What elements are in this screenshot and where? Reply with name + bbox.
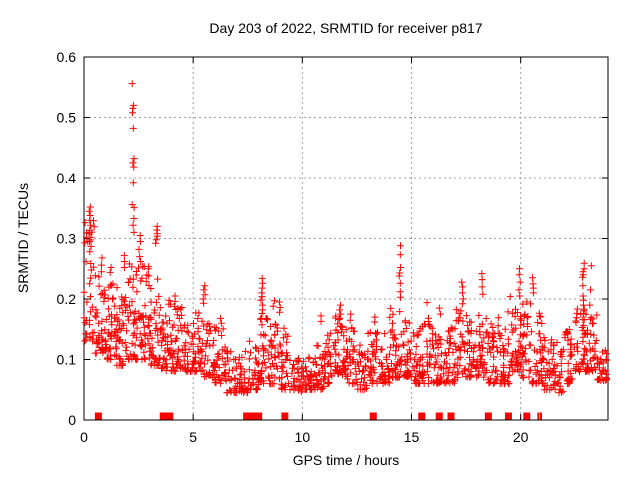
svg-text:0.5: 0.5 (57, 110, 77, 126)
y-tick-labels: 0 0.1 0.2 0.3 0.4 0.5 0.6 (57, 49, 77, 428)
svg-text:15: 15 (404, 429, 420, 445)
svg-text:0.2: 0.2 (57, 291, 77, 307)
svg-text:10: 10 (295, 429, 311, 445)
zero-line-markers (94, 412, 542, 420)
svg-text:20: 20 (513, 429, 529, 445)
scatter-points (80, 80, 610, 397)
chart-title: Day 203 of 2022, SRMTID for receiver p81… (209, 20, 483, 36)
svg-text:0: 0 (68, 412, 76, 428)
svg-text:0.3: 0.3 (57, 231, 77, 247)
x-axis-label: GPS time / hours (292, 452, 400, 468)
x-tick-labels: 0 5 10 15 20 (80, 429, 529, 445)
svg-text:0.4: 0.4 (57, 170, 77, 186)
svg-text:0.6: 0.6 (57, 49, 77, 65)
svg-text:5: 5 (189, 429, 197, 445)
svg-text:0.1: 0.1 (57, 352, 77, 368)
svg-text:0: 0 (80, 429, 88, 445)
